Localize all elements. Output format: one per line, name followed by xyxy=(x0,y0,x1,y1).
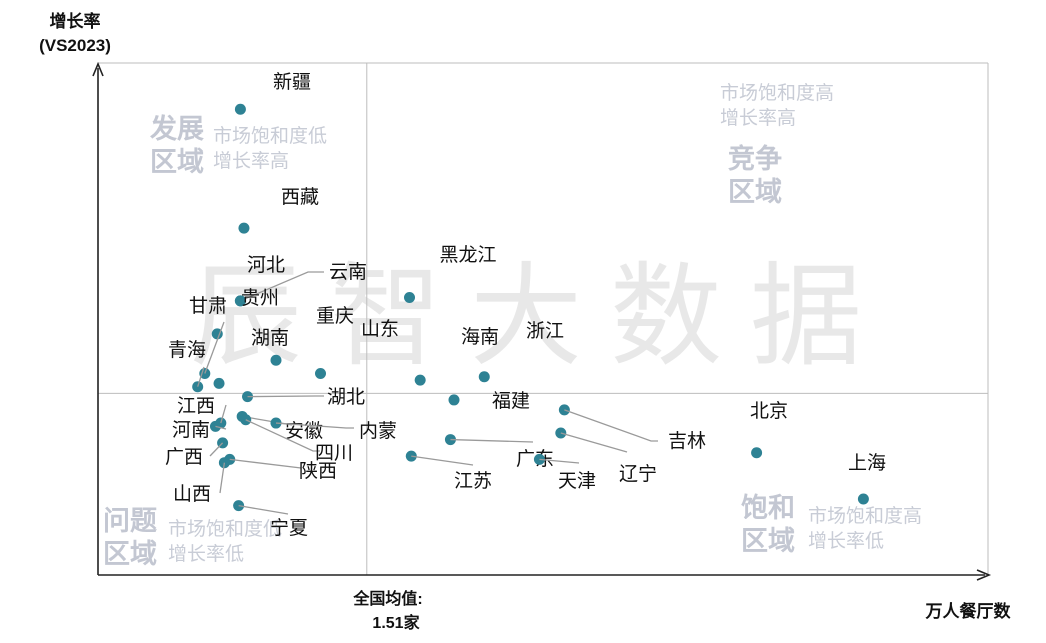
quadrant-competition-desc-1: 市场饱和度高 xyxy=(720,82,834,104)
quadrant-saturation-desc-1: 市场饱和度高 xyxy=(808,505,922,527)
point-label-13: 福建 xyxy=(492,390,530,412)
point-label-21: 陕西 xyxy=(299,460,337,482)
data-point-13 xyxy=(448,394,460,406)
leader-line-16 xyxy=(215,425,227,430)
leader-line-24 xyxy=(450,438,534,443)
quadrant-development-title-1: 发展 xyxy=(149,113,204,145)
point-label-10: 黑龙江 xyxy=(439,244,496,266)
data-point-0 xyxy=(234,103,246,115)
leader-line-28 xyxy=(564,409,658,442)
point-label-19: 四川 xyxy=(315,442,353,464)
data-point-1 xyxy=(238,222,250,234)
quadrant-competition-title-2: 区域 xyxy=(728,177,782,208)
quadrant-saturation-title-2: 区域 xyxy=(741,526,795,557)
quadrant-problem-desc-2: 增长率低 xyxy=(168,543,244,565)
data-point-29 xyxy=(751,447,763,459)
leader-line-9 xyxy=(197,366,205,387)
leader-line-18 xyxy=(275,422,354,429)
leader-line-19 xyxy=(245,419,320,452)
point-label-14: 湖北 xyxy=(327,386,365,408)
leader-line-20 xyxy=(209,442,224,457)
point-label-27: 辽宁 xyxy=(619,463,657,485)
quadrant-competition-desc-2: 增长率高 xyxy=(720,107,796,129)
point-label-15: 江西 xyxy=(177,395,215,417)
point-label-16: 河南 xyxy=(172,419,210,441)
leader-line-23 xyxy=(238,504,289,515)
point-label-3: 河北 xyxy=(247,254,285,276)
point-label-23: 宁夏 xyxy=(270,517,308,539)
mean-value-label: 1.51家 xyxy=(372,613,420,632)
quadrant-problem-title-1: 问题 xyxy=(103,506,157,537)
mean-label: 全国均值: xyxy=(352,589,422,608)
leader-line-5 xyxy=(204,321,225,374)
point-label-1: 西藏 xyxy=(281,186,319,208)
leader-line-26 xyxy=(539,458,580,464)
point-label-26: 天津 xyxy=(558,470,596,492)
y-axis-arrow xyxy=(92,61,104,77)
point-label-2: 云南 xyxy=(329,261,367,283)
data-point-10 xyxy=(404,292,415,304)
point-label-9: 青海 xyxy=(168,339,206,361)
leader-line-14 xyxy=(247,395,324,398)
data-point-30 xyxy=(857,493,869,505)
point-label-4: 贵州 xyxy=(241,287,279,309)
quadrant-development-title-2: 区域 xyxy=(150,147,204,178)
x-axis-title: 万人餐厅数 xyxy=(925,601,1012,621)
data-point-8 xyxy=(315,368,326,380)
point-label-12: 浙江 xyxy=(526,320,564,342)
x-axis-arrow xyxy=(976,569,992,581)
quadrant-development-desc-1: 市场饱和度低 xyxy=(213,125,327,147)
data-point-11 xyxy=(414,374,426,386)
data-point-12 xyxy=(478,371,490,383)
point-label-22: 山西 xyxy=(173,483,211,505)
point-label-30: 上海 xyxy=(848,452,886,474)
point-label-28: 吉林 xyxy=(668,430,706,452)
quadrant-problem-desc-1: 市场饱和度低 xyxy=(168,518,282,540)
leader-line-27 xyxy=(560,432,628,453)
quadrant-competition-title-1: 竞争 xyxy=(728,143,782,175)
data-point-3 xyxy=(234,295,246,307)
leader-line-15 xyxy=(220,404,227,424)
point-label-25: 江苏 xyxy=(454,470,492,492)
quadrant-development-desc-2: 增长率高 xyxy=(213,150,289,172)
point-label-6: 湖南 xyxy=(251,327,289,349)
point-label-7: 重庆 xyxy=(316,305,354,327)
point-label-17: 安徽 xyxy=(285,420,323,442)
leader-line-21 xyxy=(229,458,302,469)
watermark-text: 辰智大数据 xyxy=(190,252,890,382)
point-label-5: 甘肃 xyxy=(189,295,227,317)
quadrant-saturation-title-1: 饱和 xyxy=(741,493,795,524)
point-label-20: 广西 xyxy=(165,446,203,468)
y-axis-title: 增长率 xyxy=(50,11,101,31)
point-label-8: 山东 xyxy=(361,318,399,340)
point-label-18: 内蒙 xyxy=(359,420,397,442)
quadrant-problem-title-2: 区域 xyxy=(103,539,157,570)
leader-line-22 xyxy=(219,462,226,494)
y-axis-subtitle: (VS2023) xyxy=(39,36,111,55)
leader-line-2 xyxy=(240,271,324,302)
point-label-0: 新疆 xyxy=(273,71,311,93)
data-point-7 xyxy=(270,354,282,366)
leader-line-25 xyxy=(411,455,474,466)
quadrant-saturation-desc-2: 增长率低 xyxy=(808,530,884,552)
data-point-6 xyxy=(213,377,225,389)
point-label-29: 北京 xyxy=(750,400,788,422)
point-label-11: 海南 xyxy=(461,326,499,348)
